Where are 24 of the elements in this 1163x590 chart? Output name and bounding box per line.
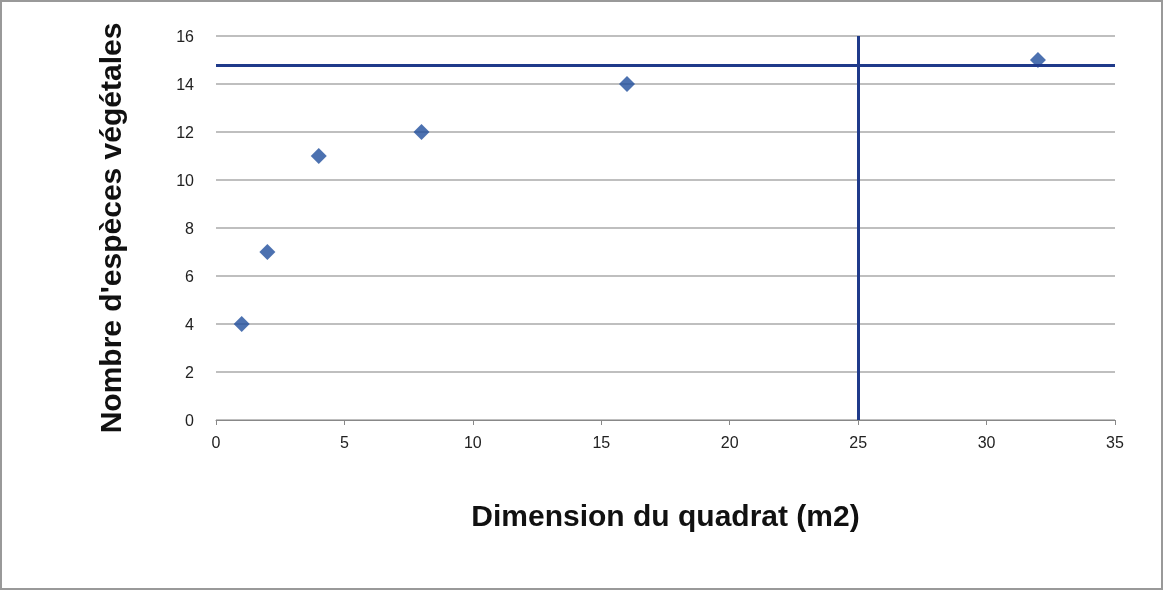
y-tick-label: 12 bbox=[176, 123, 195, 141]
x-tick-label: 0 bbox=[211, 433, 221, 451]
x-tick-label: 5 bbox=[339, 433, 349, 451]
y-tick-label: 6 bbox=[185, 267, 195, 285]
point bbox=[413, 124, 430, 140]
y-tick-label: 8 bbox=[185, 219, 195, 237]
point bbox=[310, 148, 327, 164]
x-tick-label: 20 bbox=[720, 433, 739, 451]
y-tick-label: 4 bbox=[185, 315, 195, 333]
x-tick-label: 15 bbox=[592, 433, 611, 451]
y-axis-title: Nombre d'espèces végétales bbox=[93, 22, 127, 434]
y-tick-label: 2 bbox=[185, 363, 195, 381]
x-axis-title: Dimension du quadrat (m2) bbox=[471, 498, 860, 532]
point bbox=[618, 76, 635, 92]
y-tick-label: 10 bbox=[176, 171, 195, 189]
y-tick-label: 16 bbox=[176, 27, 195, 45]
point bbox=[259, 244, 276, 260]
x-tick-label: 10 bbox=[463, 433, 482, 451]
point bbox=[233, 316, 250, 332]
y-tick-label: 0 bbox=[185, 411, 195, 429]
x-tick-label: 25 bbox=[849, 433, 868, 451]
x-tick-label: 30 bbox=[977, 433, 996, 451]
y-tick-label: 14 bbox=[176, 75, 195, 93]
x-tick-label: 35 bbox=[1106, 433, 1124, 451]
